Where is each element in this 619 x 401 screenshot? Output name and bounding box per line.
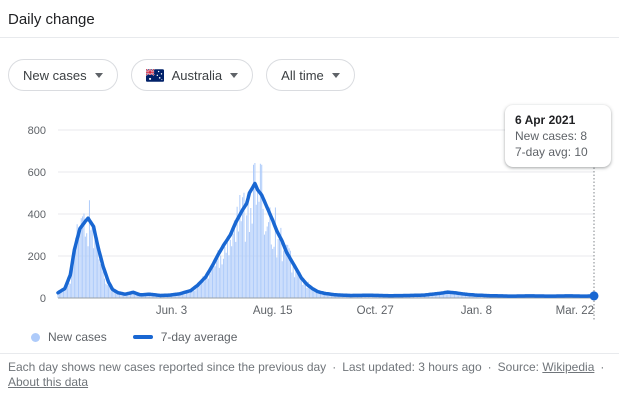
svg-text:600: 600: [28, 167, 46, 179]
svg-text:200: 200: [28, 251, 46, 263]
tooltip-date: 6 Apr 2021: [515, 113, 576, 127]
about-this-data-link[interactable]: About this data: [8, 375, 89, 389]
svg-text:800: 800: [28, 125, 46, 137]
wikipedia-link[interactable]: Wikipedia: [542, 360, 595, 374]
tooltip-new-cases: New cases: 8: [515, 129, 588, 143]
avg-line-icon: [132, 335, 153, 339]
footer-source-label: Source:: [497, 360, 539, 374]
legend-item-avg: 7-day average: [132, 330, 238, 344]
region-dropdown-label: Australia: [171, 67, 223, 83]
chart-legend: New cases 7-day average: [31, 330, 619, 344]
svg-text:Jan. 8: Jan. 8: [461, 305, 492, 317]
dot-separator: ·: [600, 360, 605, 374]
svg-text:Jun. 3: Jun. 3: [156, 305, 187, 317]
footer-line-2: About this data: [8, 375, 611, 390]
svg-text:0: 0: [40, 293, 46, 305]
footer: Each day shows new cases reported since …: [0, 353, 619, 390]
dot-separator: ·: [487, 360, 492, 374]
svg-text:400: 400: [28, 209, 46, 221]
svg-text:Mar. 22: Mar. 22: [556, 305, 594, 317]
time-range-dropdown-label: All time: [281, 67, 324, 83]
chevron-down-icon: [331, 72, 340, 78]
chart-tooltip: 6 Apr 2021 New cases: 8 7-day avg: 10: [505, 105, 611, 167]
chart-area: 0 200 400 600 800 Jun. 3 Aug. 15 Oct. 27 Jan. 8 M…: [0, 98, 619, 328]
metric-dropdown-label: New cases: [23, 67, 87, 83]
daily-change-chart[interactable]: 0 200 400 600 800 Jun. 3 Aug. 15 Oct. 27 Jan. 8 M…: [0, 98, 619, 328]
chevron-down-icon: [230, 72, 239, 78]
chevron-down-icon: [94, 72, 103, 78]
tooltip-avg: 7-day avg: 10: [515, 145, 588, 159]
dot-separator: ·: [332, 360, 337, 374]
footer-updated: Last updated: 3 hours ago: [342, 360, 482, 374]
filter-bar: New cases Australia: [8, 59, 619, 91]
new-cases-dot-icon: [31, 332, 40, 342]
time-range-dropdown[interactable]: All time: [266, 59, 355, 91]
footer-description: Each day shows new cases reported since …: [8, 360, 327, 374]
svg-text:Oct. 27: Oct. 27: [357, 305, 394, 317]
legend-item-new-cases: New cases: [31, 330, 107, 344]
australia-flag-icon: [145, 68, 164, 82]
region-dropdown[interactable]: Australia: [130, 59, 254, 91]
header: Daily change: [0, 0, 619, 38]
svg-text:Aug. 15: Aug. 15: [253, 305, 293, 317]
page-title: Daily change: [8, 11, 95, 28]
metric-dropdown[interactable]: New cases: [8, 59, 118, 91]
legend-avg-label: 7-day average: [160, 330, 238, 344]
legend-new-cases-label: New cases: [48, 330, 107, 344]
footer-line-1: Each day shows new cases reported since …: [8, 360, 611, 375]
